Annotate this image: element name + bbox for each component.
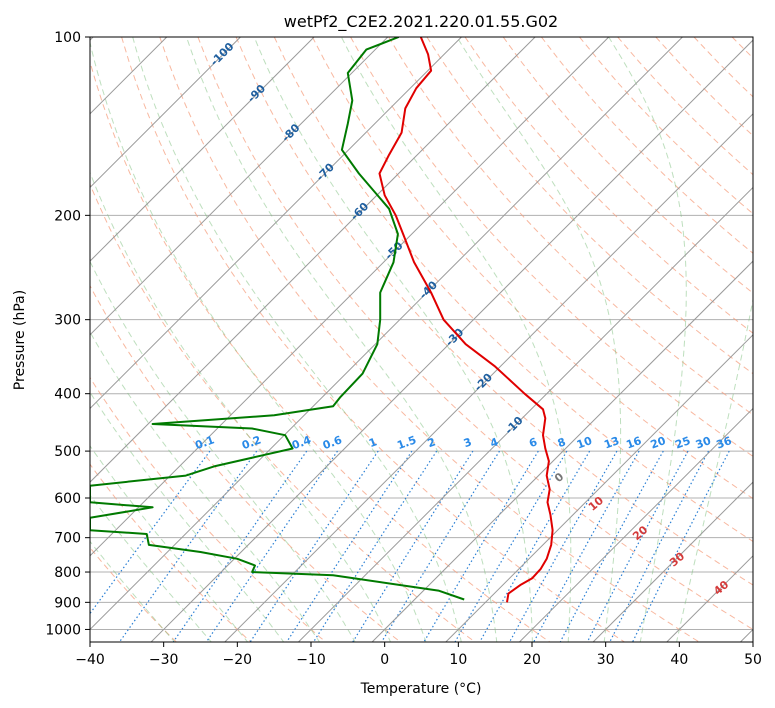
theta-label: 0 — [552, 470, 566, 485]
moist-adiabat — [0, 37, 212, 643]
chart-title: wetPf2_C2E2.2021.220.01.55.G02 — [284, 12, 558, 32]
y-tick-label: 400 — [54, 387, 81, 403]
dry-adiabat — [351, 37, 775, 642]
plot-content: -100-90-80-70-60-50-40-30-20-100.1 0.2 0.4… — [0, 37, 775, 643]
dry-adiabat — [0, 37, 326, 642]
mixing-ratio-line — [287, 451, 412, 642]
moist-adiabat — [457, 37, 621, 643]
moist-adiabat — [52, 37, 391, 643]
isotherm-line — [667, 37, 775, 642]
y-tick-label: 1000 — [45, 622, 81, 638]
isotherm-label: -10 — [502, 414, 525, 437]
theta-label: 10 — [586, 494, 606, 514]
moist-adiabat — [0, 37, 249, 643]
isotherm-line — [372, 37, 775, 642]
mixing-ratio-label: 36 — [715, 434, 734, 452]
mixing-ratio-label: 13 — [602, 434, 621, 451]
theta-label: 30 — [667, 549, 687, 569]
x-tick-label: 30 — [597, 652, 615, 668]
dry-adiabat — [465, 37, 775, 642]
y-tick-label: 500 — [54, 444, 81, 460]
mixing-ratio-label: 0.6 — [321, 433, 344, 452]
dry-adiabat — [312, 37, 775, 642]
y-tick-label: 800 — [54, 565, 81, 581]
mixing-ratio-label: 16 — [624, 434, 643, 452]
dry-adiabat — [236, 37, 775, 642]
mixing-ratio-label: 6 — [527, 435, 539, 450]
moist-adiabat — [676, 37, 774, 643]
y-tick-label: 100 — [54, 30, 81, 46]
y-tick-label: 900 — [54, 595, 81, 611]
x-tick-label: −20 — [223, 652, 253, 668]
isotherm-label: -20 — [472, 370, 495, 393]
isotherm-label: -100 — [208, 40, 237, 69]
x-tick-label: −30 — [149, 652, 179, 668]
mixing-ratio-line — [250, 451, 378, 642]
x-axis-title: Temperature (°C) — [360, 681, 482, 697]
dry-adiabat — [656, 37, 775, 642]
mixing-ratio-line — [560, 451, 663, 642]
y-tick-label: 200 — [54, 208, 81, 224]
mixing-ratio-label: 30 — [694, 434, 713, 452]
dry-adiabat — [618, 37, 775, 642]
dry-adiabat — [541, 37, 775, 642]
mixing-ratio-label: 1 — [367, 435, 379, 450]
y-tick-label: 300 — [54, 313, 81, 329]
dry-adiabat — [503, 37, 775, 642]
isotherm-line — [77, 37, 682, 642]
mixing-ratio-label: 3 — [462, 435, 474, 450]
x-tick-label: −40 — [75, 652, 105, 668]
dry-adiabat — [198, 37, 774, 642]
mixing-ratio-label: 0.1 — [193, 433, 216, 452]
isotherm-line — [0, 37, 461, 642]
dry-adiabat — [7, 37, 400, 642]
isotherm-line — [225, 37, 775, 642]
isotherm-line — [519, 37, 775, 642]
dry-adiabat — [694, 37, 775, 642]
isotherm-label: -70 — [314, 160, 337, 183]
moist-adiabat — [0, 37, 320, 643]
mixing-ratio-line — [314, 451, 437, 642]
dry-adiabat — [0, 37, 251, 642]
x-tick-label: 0 — [380, 652, 389, 668]
y-tick-label: 700 — [54, 531, 81, 547]
mixing-ratio-label: 2 — [426, 435, 438, 450]
moist-adiabat — [89, 37, 427, 643]
mixing-ratio-line — [353, 451, 473, 642]
y-tick-label: 600 — [54, 491, 81, 507]
mixing-ratio-label: 1.5 — [395, 433, 418, 452]
x-axis: −40 −30 −20 −10 0 10 20 30 40 50 — [75, 642, 762, 668]
isotherm-label: -80 — [279, 121, 302, 144]
mixing-ratio-label: 25 — [673, 434, 692, 451]
x-tick-label: 20 — [523, 652, 541, 668]
isotherm-line — [0, 37, 314, 642]
isotherm-label: -90 — [245, 82, 268, 105]
x-tick-label: −10 — [296, 652, 326, 668]
y-axis: 100 200 300 400 500 600 700 800 900 1000 — [45, 30, 90, 638]
mixing-ratio-label: 8 — [556, 435, 568, 450]
mixing-ratio-line — [587, 451, 688, 642]
y-axis-title: Pressure (hPa) — [12, 290, 28, 390]
dry-adiabat — [45, 37, 475, 642]
isotherm-line — [4, 37, 609, 642]
mixing-ratio-label: 0.4 — [290, 433, 313, 452]
x-tick-label: 10 — [449, 652, 467, 668]
isotherm-line — [740, 37, 775, 642]
x-tick-label: 40 — [670, 652, 688, 668]
dry-adiabat — [770, 37, 775, 642]
isotherm-label: -60 — [348, 200, 371, 223]
x-tick-label: 50 — [744, 652, 762, 668]
mixing-ratio-line — [424, 451, 538, 642]
dry-adiabat — [160, 37, 699, 642]
moist-adiabat — [0, 37, 285, 643]
